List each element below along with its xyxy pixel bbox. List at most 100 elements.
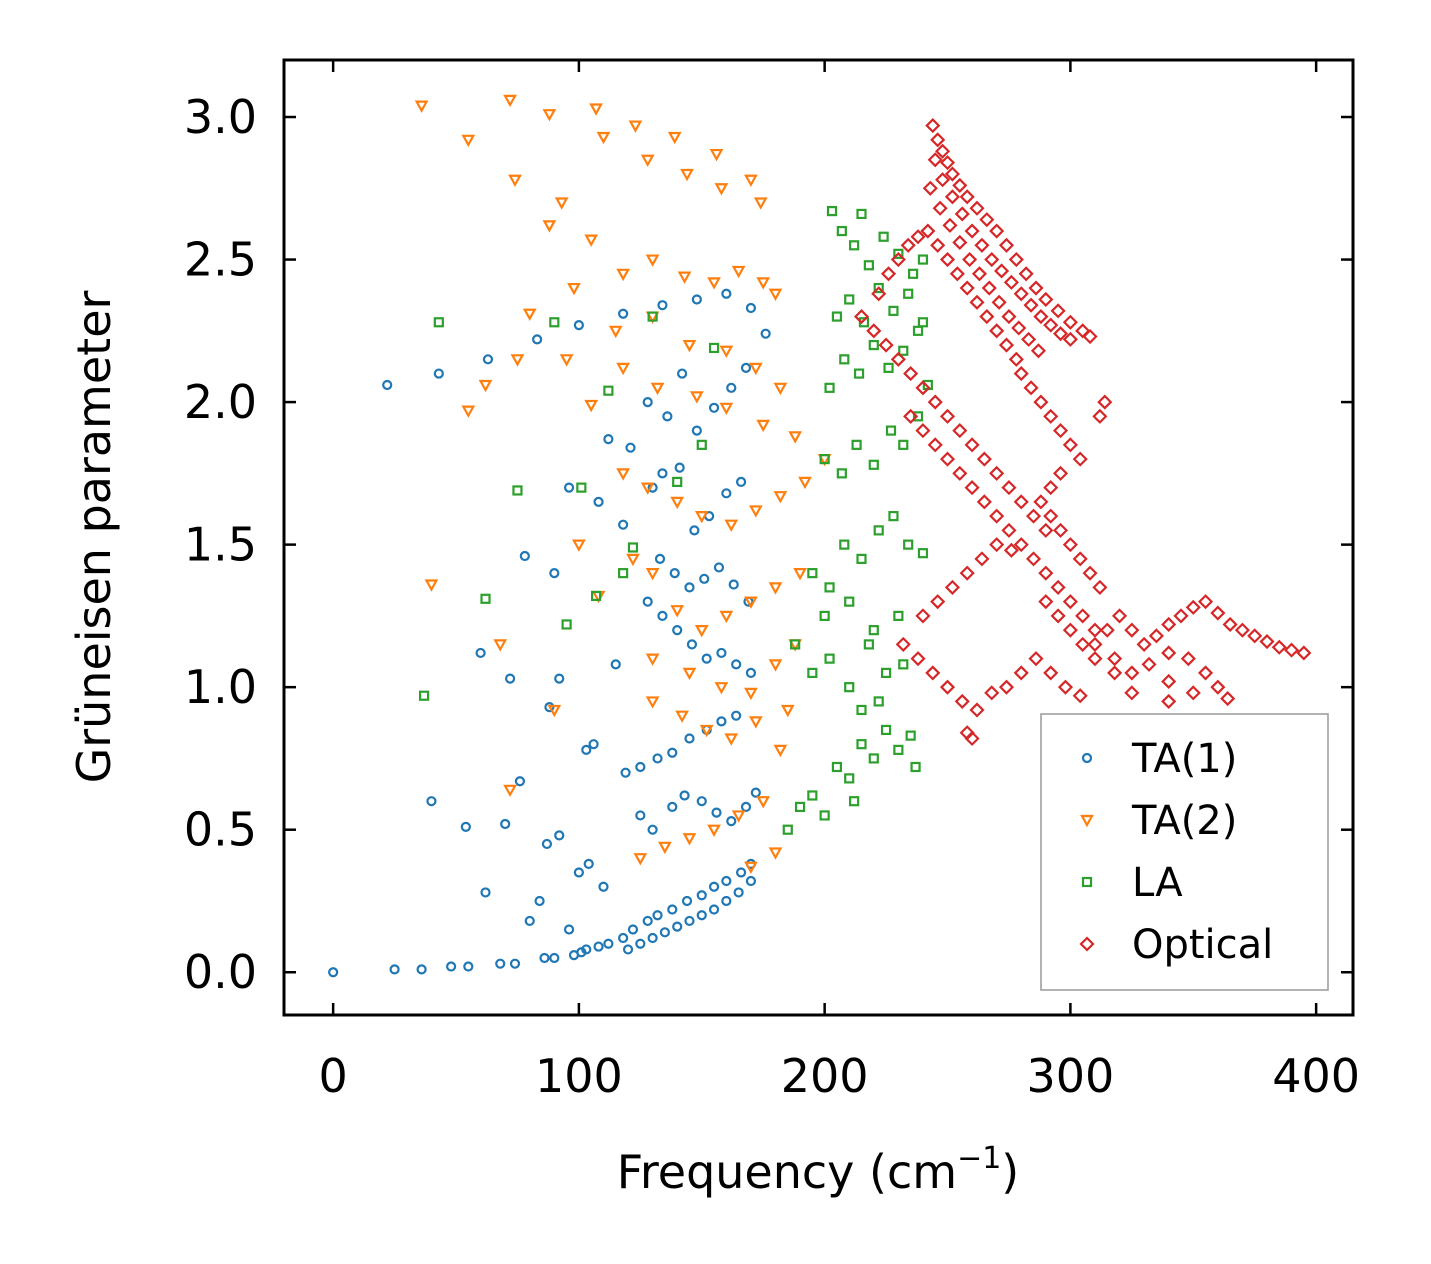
data-point	[1210, 679, 1226, 695]
data-point	[603, 434, 614, 445]
data-point	[677, 271, 692, 284]
data-point	[952, 234, 968, 251]
data-point	[976, 451, 992, 467]
data-point	[652, 753, 663, 764]
data-point	[603, 385, 614, 396]
data-point	[922, 180, 938, 196]
data-point	[903, 539, 914, 550]
data-point	[549, 568, 560, 579]
data-points	[328, 94, 1312, 978]
data-point	[773, 382, 788, 396]
data-point	[461, 405, 476, 418]
data-point	[1087, 622, 1103, 638]
data-point	[721, 875, 732, 887]
data-point	[461, 134, 476, 148]
data-point	[713, 562, 725, 573]
data-point	[672, 625, 683, 636]
data-point	[608, 325, 623, 339]
data-point	[503, 784, 517, 798]
legend-marker	[1081, 876, 1093, 888]
x-axis-title-main: Frequency (cm	[617, 1145, 957, 1199]
data-point	[900, 237, 916, 253]
data-point	[760, 328, 771, 339]
data-point	[885, 425, 897, 436]
data-point	[979, 212, 995, 228]
data-point	[731, 659, 742, 670]
data-point	[616, 268, 631, 282]
data-point	[1124, 685, 1140, 701]
data-point	[616, 468, 631, 481]
data-point	[627, 924, 639, 935]
data-point	[793, 568, 807, 581]
data-point	[670, 496, 685, 510]
data-point	[1021, 331, 1037, 347]
data-point	[824, 582, 835, 593]
data-point	[1050, 303, 1066, 319]
data-point	[480, 593, 491, 604]
data-point	[748, 362, 763, 376]
data-point	[839, 354, 850, 365]
data-point	[731, 710, 742, 721]
data-point	[788, 431, 803, 444]
data-point	[1161, 645, 1177, 661]
data-point	[903, 288, 914, 299]
data-point	[1011, 320, 1027, 336]
data-point	[1092, 408, 1108, 424]
data-point	[707, 824, 721, 837]
data-point	[745, 302, 757, 314]
x-tick-label: 0	[319, 1049, 348, 1103]
y-tick-label: 3.0	[184, 90, 257, 144]
data-point	[935, 172, 951, 188]
data-point	[645, 568, 660, 581]
data-point	[1087, 651, 1103, 667]
data-point	[969, 200, 985, 216]
data-point	[1111, 608, 1128, 624]
data-point	[1043, 408, 1059, 424]
data-point	[699, 724, 714, 738]
data-point	[868, 459, 879, 470]
data-point	[1025, 508, 1042, 524]
data-point	[1057, 679, 1074, 695]
data-point	[998, 337, 1015, 353]
data-point	[724, 519, 739, 532]
data-point	[414, 100, 429, 113]
data-point	[542, 220, 557, 233]
data-point	[584, 399, 599, 413]
data-point	[1001, 522, 1017, 538]
data-point	[1161, 673, 1177, 690]
data-point	[962, 251, 978, 268]
data-point	[708, 881, 720, 892]
data-point	[508, 174, 522, 187]
data-point	[944, 189, 960, 205]
data-point	[898, 439, 909, 450]
series-la	[418, 205, 933, 835]
data-point	[689, 525, 700, 536]
data-point	[635, 761, 646, 773]
data-point	[819, 454, 830, 465]
data-point	[689, 391, 704, 404]
data-point	[768, 659, 783, 672]
data-point	[539, 952, 550, 964]
y-tick-label: 0.0	[184, 945, 257, 999]
data-point	[657, 610, 668, 621]
data-point	[915, 608, 931, 624]
data-point	[696, 439, 707, 450]
data-point	[1033, 394, 1049, 410]
data-point	[616, 362, 631, 376]
legend-label: LA	[1132, 860, 1183, 906]
data-point	[939, 679, 956, 695]
data-point	[969, 294, 985, 310]
data-point	[573, 320, 584, 331]
data-point	[1173, 608, 1189, 624]
data-point	[1053, 423, 1069, 439]
data-point	[1124, 622, 1140, 638]
data-point	[1038, 522, 1054, 538]
data-point	[939, 451, 956, 467]
data-point	[935, 143, 951, 159]
data-point	[952, 177, 968, 193]
x-tick-label: 300	[1026, 1049, 1114, 1103]
data-point	[853, 309, 870, 325]
data-point	[711, 807, 722, 818]
data-point	[873, 282, 884, 294]
